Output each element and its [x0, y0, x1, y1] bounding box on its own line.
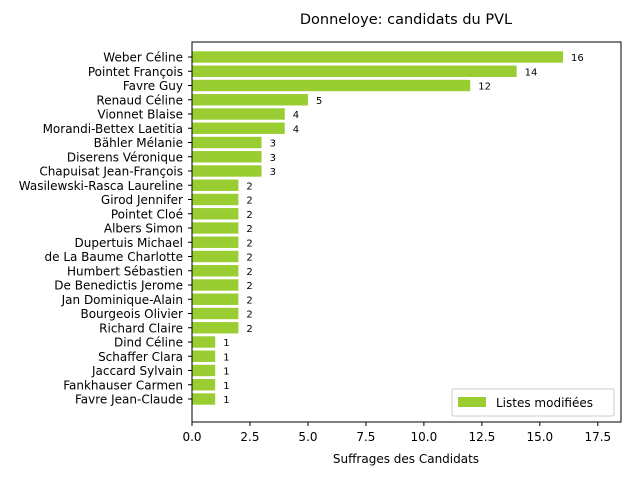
x-tick-label: 2.5 [240, 430, 259, 444]
x-tick-label: 15.0 [526, 430, 553, 444]
x-axis-title: Suffrages des Candidats [333, 452, 479, 466]
y-tick-label: Vionnet Blaise [97, 108, 183, 122]
data-label: 5 [316, 96, 322, 107]
y-tick-label: Dupertuis Michael [75, 236, 183, 250]
x-tick-label: 0.0 [182, 430, 201, 444]
x-tick-label: 17.5 [584, 430, 611, 444]
data-label: 2 [246, 210, 252, 221]
bar [192, 379, 216, 391]
x-tick-label: 10.0 [411, 430, 438, 444]
y-tick-label: Renaud Céline [96, 93, 183, 107]
data-label: 2 [246, 324, 252, 335]
bar [192, 165, 262, 177]
bar [192, 293, 239, 305]
y-tick-label: Pointet François [88, 65, 183, 79]
y-tick-label: Weber Céline [103, 51, 183, 65]
bar [192, 136, 262, 149]
bar [192, 193, 239, 206]
data-label: 3 [270, 153, 276, 164]
legend-label: Listes modifiées [496, 396, 593, 410]
legend-box [451, 388, 615, 417]
data-label: 2 [246, 267, 252, 278]
y-tick-label: Humbert Sébastien [67, 264, 183, 278]
data-label: 4 [293, 124, 299, 135]
y-tick-label: Jaccard Sylvain [91, 364, 183, 378]
data-label: 1 [223, 367, 229, 378]
x-tick-label: 12.5 [469, 430, 496, 444]
bar [192, 236, 239, 248]
bar [192, 222, 239, 234]
legend: Listes modifiées [451, 388, 615, 417]
data-label: 1 [223, 352, 229, 363]
bar [192, 265, 239, 277]
y-tick-label: Schaffer Clara [98, 350, 183, 364]
data-label: 1 [223, 381, 229, 392]
data-label: 2 [246, 253, 252, 264]
chart-title: Donneloye: candidats du PVL [300, 12, 512, 28]
data-label: 2 [246, 181, 252, 192]
bar [192, 350, 216, 362]
y-tick-label: Wasilewski-Rasca Laureline [19, 179, 183, 193]
data-label: 2 [246, 224, 252, 235]
y-tick-label: de La Baume Charlotte [45, 250, 184, 264]
data-label: 1 [223, 338, 229, 349]
y-tick-label: De Benedictis Jerome [54, 279, 183, 293]
bar [192, 279, 239, 291]
data-label: 2 [246, 238, 252, 249]
y-tick-label: Morandi-Bettex Laetitia [43, 122, 183, 136]
x-tick-label: 7.5 [356, 430, 375, 444]
data-label: 2 [246, 310, 252, 321]
y-tick-label: Girod Jennifer [101, 193, 183, 207]
y-tick-label: Jan Dominique-Alain [61, 293, 183, 307]
y-tick-label: Fankhauser Carmen [63, 378, 183, 392]
bar [192, 336, 216, 348]
bar [192, 151, 262, 163]
data-label: 4 [293, 110, 299, 121]
data-label: 2 [246, 281, 252, 292]
y-tick-label: Bähler Mélanie [94, 136, 183, 150]
y-tick-label: Albers Simon [104, 222, 183, 236]
data-label: 3 [270, 139, 276, 150]
bar [192, 322, 239, 334]
data-label: 1 [223, 395, 229, 406]
bar [192, 179, 239, 191]
bar [192, 250, 239, 263]
data-label: 16 [571, 53, 584, 64]
bar [192, 65, 517, 77]
y-tick-label: Diserens Véronique [67, 150, 183, 164]
bar [192, 393, 216, 405]
data-label: 3 [270, 167, 276, 178]
y-tick-label: Pointet Cloé [111, 207, 183, 221]
bar [192, 364, 216, 377]
y-tick-label: Chapuisat Jean-François [39, 165, 183, 179]
data-label: 14 [525, 67, 538, 78]
y-tick-label: Richard Claire [99, 321, 183, 335]
bars-group [192, 51, 564, 405]
bar [192, 94, 308, 106]
x-axis: 0.0 2.5 5.0 7.5 10.0 12.5 15.0 17.5 [182, 422, 611, 444]
bar [192, 208, 239, 220]
y-tick-label: Bourgeois Olivier [80, 307, 183, 321]
y-tick-label: Favre Jean-Claude [75, 393, 183, 407]
y-tick-label: Favre Guy [123, 79, 183, 93]
data-label: 12 [478, 82, 491, 93]
bar [192, 79, 471, 92]
x-tick-label: 5.0 [298, 430, 317, 444]
data-label: 2 [246, 295, 252, 306]
plot-frame [191, 41, 622, 423]
legend-swatch [458, 397, 486, 407]
data-labels-group: 16 14 12 5 4 4 3 3 3 2 2 2 2 2 2 2 2 2 2 2 1 1 1 1 1 [223, 53, 584, 406]
bar [192, 122, 285, 134]
data-label: 2 [246, 196, 252, 207]
bar [192, 307, 239, 320]
bar [192, 108, 285, 120]
y-tick-label: Dind Céline [114, 336, 183, 350]
bar [192, 51, 564, 63]
